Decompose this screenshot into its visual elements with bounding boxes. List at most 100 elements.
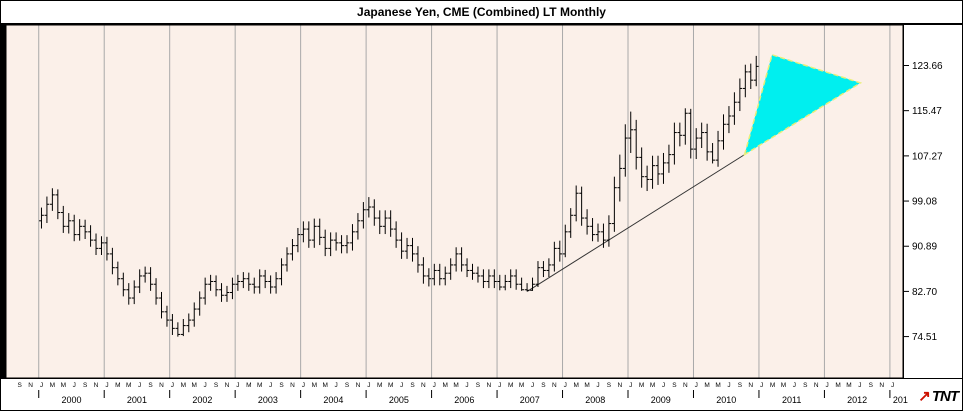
svg-text:M: M bbox=[192, 382, 197, 389]
svg-text:S: S bbox=[738, 382, 743, 389]
svg-text:M: M bbox=[246, 382, 251, 389]
svg-text:M: M bbox=[257, 382, 262, 389]
svg-text:N: N bbox=[814, 382, 819, 389]
svg-text:M: M bbox=[377, 382, 382, 389]
svg-text:M: M bbox=[770, 382, 775, 389]
svg-text:J: J bbox=[433, 382, 436, 389]
svg-text:M: M bbox=[312, 382, 317, 389]
svg-text:M: M bbox=[443, 382, 448, 389]
svg-text:N: N bbox=[28, 382, 33, 389]
svg-text:2005: 2005 bbox=[389, 395, 409, 405]
svg-text:S: S bbox=[83, 382, 88, 389]
svg-text:J: J bbox=[727, 382, 730, 389]
svg-text:J: J bbox=[531, 382, 534, 389]
svg-text:J: J bbox=[204, 382, 207, 389]
svg-text:S: S bbox=[17, 382, 22, 389]
svg-text:123.66: 123.66 bbox=[912, 61, 943, 72]
svg-text:J: J bbox=[826, 382, 829, 389]
svg-text:J: J bbox=[629, 382, 632, 389]
svg-text:J: J bbox=[695, 382, 698, 389]
svg-text:M: M bbox=[715, 382, 720, 389]
svg-text:J: J bbox=[40, 382, 43, 389]
svg-text:M: M bbox=[181, 382, 186, 389]
svg-text:S: S bbox=[345, 382, 350, 389]
svg-text:N: N bbox=[487, 382, 492, 389]
svg-text:M: M bbox=[61, 382, 66, 389]
svg-text:M: M bbox=[835, 382, 840, 389]
svg-text:115.47: 115.47 bbox=[912, 106, 942, 117]
svg-text:J: J bbox=[73, 382, 76, 389]
svg-text:J: J bbox=[793, 382, 796, 389]
svg-text:99.08: 99.08 bbox=[912, 197, 937, 208]
svg-text:J: J bbox=[302, 382, 305, 389]
svg-text:2009: 2009 bbox=[651, 395, 671, 405]
svg-text:M: M bbox=[453, 382, 458, 389]
svg-text:J: J bbox=[858, 382, 861, 389]
tnt-logo: ↗ TNT bbox=[915, 385, 961, 407]
svg-text:J: J bbox=[400, 382, 403, 389]
svg-text:S: S bbox=[279, 382, 284, 389]
svg-text:M: M bbox=[846, 382, 851, 389]
svg-text:2001: 2001 bbox=[127, 395, 147, 405]
svg-text:2000: 2000 bbox=[61, 395, 81, 405]
chart-title-bar: Japanese Yen, CME (Combined) LT Monthly bbox=[1, 1, 962, 24]
svg-text:82.70: 82.70 bbox=[912, 287, 937, 298]
svg-text:M: M bbox=[650, 382, 655, 389]
svg-text:2002: 2002 bbox=[192, 395, 212, 405]
svg-text:M: M bbox=[508, 382, 513, 389]
svg-text:J: J bbox=[138, 382, 141, 389]
svg-text:2007: 2007 bbox=[520, 395, 540, 405]
svg-text:S: S bbox=[803, 382, 808, 389]
svg-text:N: N bbox=[748, 382, 753, 389]
svg-text:J: J bbox=[760, 382, 763, 389]
svg-text:S: S bbox=[672, 382, 677, 389]
svg-text:J: J bbox=[171, 382, 174, 389]
svg-text:201: 201 bbox=[893, 395, 908, 405]
svg-text:M: M bbox=[639, 382, 644, 389]
svg-text:M: M bbox=[573, 382, 578, 389]
svg-text:2008: 2008 bbox=[585, 395, 605, 405]
svg-text:2004: 2004 bbox=[323, 395, 343, 405]
svg-text:2010: 2010 bbox=[716, 395, 736, 405]
svg-text:N: N bbox=[94, 382, 99, 389]
svg-text:J: J bbox=[334, 382, 337, 389]
svg-text:J: J bbox=[596, 382, 599, 389]
svg-text:M: M bbox=[322, 382, 327, 389]
svg-text:J: J bbox=[105, 382, 108, 389]
svg-text:M: M bbox=[519, 382, 524, 389]
svg-text:J: J bbox=[236, 382, 239, 389]
svg-text:M: M bbox=[126, 382, 131, 389]
svg-text:N: N bbox=[225, 382, 230, 389]
svg-text:M: M bbox=[115, 382, 120, 389]
svg-text:J: J bbox=[498, 382, 501, 389]
svg-text:2011: 2011 bbox=[782, 395, 801, 405]
svg-text:S: S bbox=[148, 382, 153, 389]
svg-text:2006: 2006 bbox=[454, 395, 474, 405]
svg-text:J: J bbox=[465, 382, 468, 389]
svg-text:2003: 2003 bbox=[258, 395, 278, 405]
svg-text:N: N bbox=[290, 382, 295, 389]
svg-text:N: N bbox=[356, 382, 361, 389]
svg-text:107.27: 107.27 bbox=[912, 151, 943, 162]
svg-text:N: N bbox=[879, 382, 884, 389]
svg-text:J: J bbox=[367, 382, 370, 389]
svg-text:S: S bbox=[541, 382, 546, 389]
svg-text:J: J bbox=[269, 382, 272, 389]
svg-text:S: S bbox=[869, 382, 874, 389]
svg-text:S: S bbox=[410, 382, 415, 389]
svg-text:J: J bbox=[662, 382, 665, 389]
svg-text:N: N bbox=[617, 382, 622, 389]
tnt-arrow-icon: ↗ bbox=[918, 387, 931, 405]
svg-text:S: S bbox=[214, 382, 219, 389]
svg-text:N: N bbox=[683, 382, 688, 389]
svg-text:J: J bbox=[564, 382, 567, 389]
svg-text:M: M bbox=[781, 382, 786, 389]
svg-text:M: M bbox=[704, 382, 709, 389]
svg-text:N: N bbox=[421, 382, 426, 389]
svg-text:N: N bbox=[552, 382, 557, 389]
svg-text:M: M bbox=[584, 382, 589, 389]
svg-text:M: M bbox=[388, 382, 393, 389]
svg-text:2012: 2012 bbox=[847, 395, 867, 405]
